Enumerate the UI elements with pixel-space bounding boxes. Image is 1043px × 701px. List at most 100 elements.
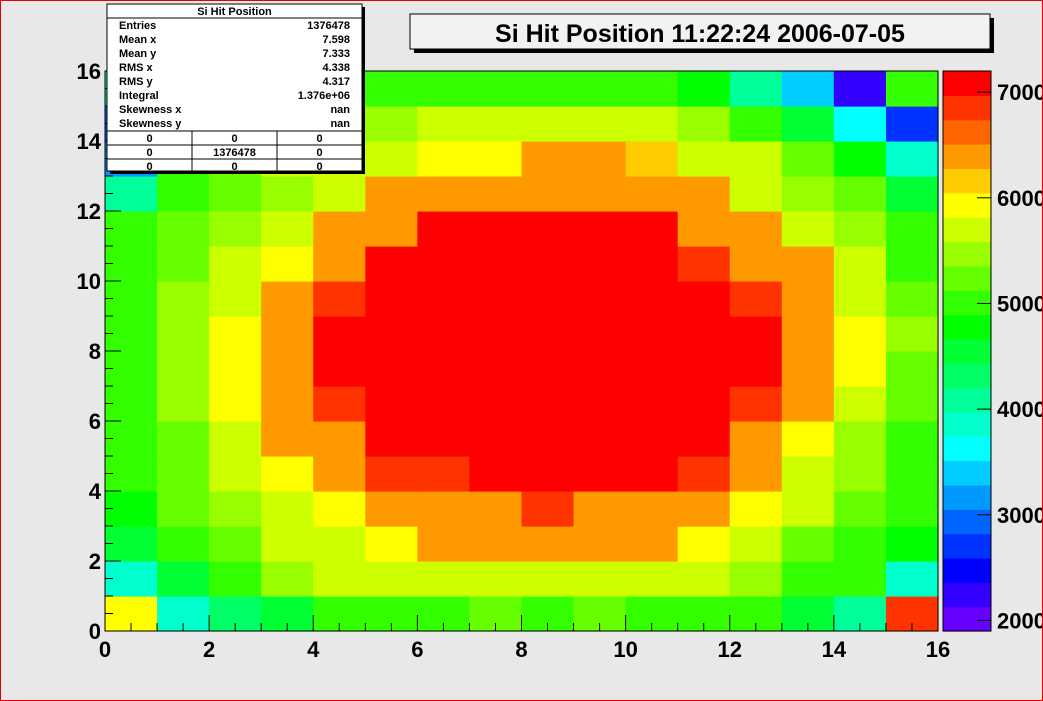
heatmap-cell [885,491,939,527]
heatmap-cell [209,316,262,352]
heatmap-cell [885,526,939,562]
heatmap-cell [365,456,418,492]
stats-value: 1376478 [307,20,350,32]
palette-swatch [943,119,991,145]
heatmap-cell [677,71,731,107]
y-tick-label: 8 [89,339,101,364]
stats-value: 7.598 [322,34,350,46]
heatmap-cell [729,491,783,527]
heatmap-cell [157,561,210,597]
heatmap-cell [313,561,366,597]
heatmap-cell [677,386,731,422]
palette-swatch [943,168,991,194]
heatmap-cell [885,351,939,387]
y-tick-label: 2 [89,549,101,574]
heatmap-cell [573,316,627,352]
heatmap-cell [469,246,523,282]
heatmap-cell [625,526,679,562]
palette-swatch [943,484,991,510]
heatmap-cell [105,526,158,562]
title-box: Si Hit Position 11:22:24 2006-07-05 [409,13,994,53]
heatmap-cell [573,246,627,282]
y-tick-label: 16 [77,59,101,84]
palette-swatch [943,533,991,559]
heatmap-cell [833,561,887,597]
heatmap-cell [313,351,366,387]
heatmap-cell [313,246,366,282]
heatmap-cell [209,351,262,387]
heatmap-cell [209,176,262,212]
heatmap-cell [781,421,835,457]
heatmap-cell [729,176,783,212]
heatmap-cell [417,561,471,597]
heatmap-cell [365,421,418,457]
heatmap-cell [781,141,835,177]
heatmap-cell [261,526,314,562]
heatmap-cell [573,281,627,317]
heatmap-cell [521,246,575,282]
heatmap-cell [781,351,835,387]
stats-grid-cell: 0 [316,133,322,145]
heatmap-cell [833,526,887,562]
heatmap-cell [469,456,523,492]
heatmap-cell [677,456,731,492]
heatmap-cell [625,211,679,247]
heatmap-cell [729,211,783,247]
heatmap-cell [625,316,679,352]
heatmap-cell [833,386,887,422]
heatmap-cell [833,456,887,492]
heatmap-cell [573,71,627,107]
heatmap-cell [677,491,731,527]
palette-swatch [943,338,991,364]
heatmap-cell [521,106,575,142]
heatmap-cell [105,456,158,492]
x-tick-label: 14 [822,637,847,662]
heatmap-cell [313,386,366,422]
palette-frame [942,70,992,632]
stats-grid-cell: 0 [146,161,152,173]
heatmap-cell [573,351,627,387]
palette-swatch [943,509,991,535]
x-tick-label: 10 [613,637,637,662]
palette-swatch [943,95,991,121]
heatmap-cell [885,106,939,142]
palette-swatch [943,557,991,583]
heatmap-cell [365,106,418,142]
heatmap-cell [105,386,158,422]
heatmap-cell [313,316,366,352]
heatmap-cell [105,491,158,527]
heatmap-cell [729,421,783,457]
heatmap-cell [625,456,679,492]
heatmap-cell [781,386,835,422]
heatmap-cell [105,281,158,317]
heatmap-cell [885,386,939,422]
palette-swatch [943,582,991,608]
stats-label: Mean x [119,34,157,46]
heatmap-cell [833,106,887,142]
heatmap-cell [677,141,731,177]
y-tick-label: 14 [77,129,102,154]
heatmap-cell [677,106,731,142]
heatmap-cell [781,281,835,317]
heatmap-cell [677,176,731,212]
heatmap-cell [573,561,627,597]
heatmap-cell [729,106,783,142]
heatmap-cell [625,351,679,387]
heatmap-cell [833,246,887,282]
stats-value: 4.338 [322,62,350,74]
palette-swatch [943,314,991,340]
heatmap-cell [469,561,523,597]
heatmap-cell [417,141,471,177]
heatmap-cell [313,211,366,247]
heatmap-cell [573,386,627,422]
heatmap-cell [365,246,418,282]
heatmap-cell [729,526,783,562]
stats-grid-cell: 0 [231,133,237,145]
heatmap-cell [365,561,418,597]
heatmap-cell [261,281,314,317]
heatmap-cell [729,281,783,317]
heatmap-cell [781,526,835,562]
stats-label: Skewness x [119,104,182,116]
heatmap-cell [105,561,158,597]
